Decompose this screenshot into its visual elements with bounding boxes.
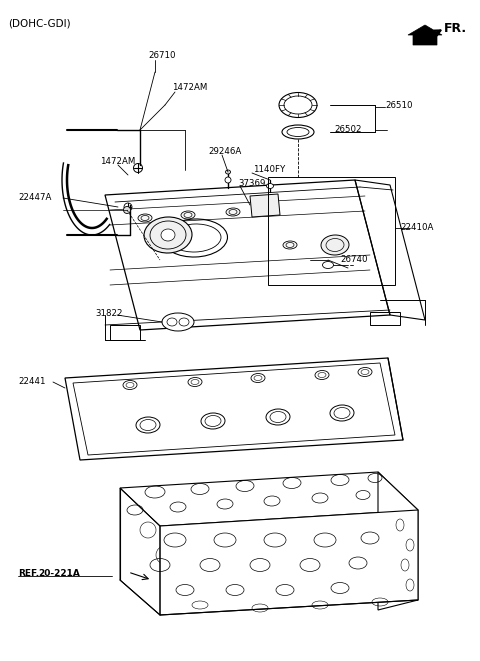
Polygon shape <box>65 358 403 460</box>
Ellipse shape <box>279 93 317 118</box>
Ellipse shape <box>144 217 192 253</box>
Ellipse shape <box>321 235 349 255</box>
Ellipse shape <box>181 211 195 219</box>
Text: 26502: 26502 <box>334 126 361 134</box>
Text: 22410A: 22410A <box>400 223 433 233</box>
Ellipse shape <box>161 229 175 241</box>
Text: 1140FY: 1140FY <box>253 165 285 175</box>
Polygon shape <box>160 510 418 615</box>
Text: 22447A: 22447A <box>18 194 51 202</box>
Text: FR.: FR. <box>444 22 467 35</box>
Text: (DOHC-GDI): (DOHC-GDI) <box>8 18 71 28</box>
Text: 31822: 31822 <box>95 309 122 317</box>
Ellipse shape <box>284 96 312 114</box>
Text: 29246A: 29246A <box>208 147 241 155</box>
Text: REF.: REF. <box>18 568 39 578</box>
Ellipse shape <box>323 262 334 268</box>
Text: 37369: 37369 <box>238 180 265 188</box>
Ellipse shape <box>138 214 152 222</box>
Ellipse shape <box>328 244 342 252</box>
Ellipse shape <box>225 177 231 183</box>
Ellipse shape <box>162 313 194 331</box>
Ellipse shape <box>226 208 240 216</box>
Ellipse shape <box>287 128 309 137</box>
Polygon shape <box>408 25 442 45</box>
Ellipse shape <box>283 241 297 249</box>
Polygon shape <box>120 472 418 526</box>
Ellipse shape <box>123 206 131 214</box>
Ellipse shape <box>226 170 230 174</box>
Polygon shape <box>250 194 280 217</box>
Ellipse shape <box>266 184 274 188</box>
Ellipse shape <box>282 125 314 139</box>
Text: 1472AM: 1472AM <box>172 83 207 91</box>
Polygon shape <box>378 472 418 610</box>
Text: 26510: 26510 <box>385 102 412 110</box>
Text: 1472AM: 1472AM <box>100 157 135 165</box>
Text: 22441: 22441 <box>18 377 46 387</box>
Text: 20-221A: 20-221A <box>38 568 80 578</box>
Text: 26740: 26740 <box>340 256 368 264</box>
Text: 26710: 26710 <box>148 52 176 61</box>
